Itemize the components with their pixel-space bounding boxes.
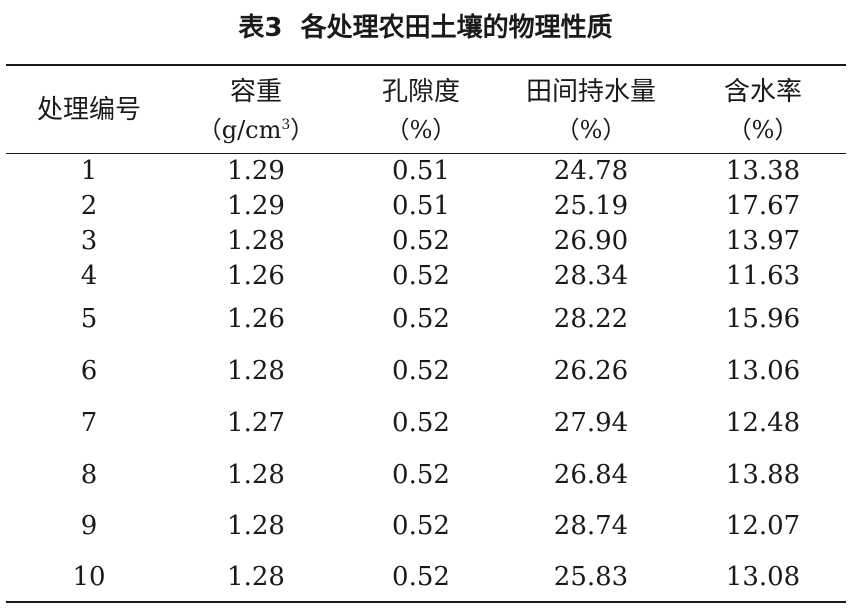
cell-water-content: 17.67 [725,190,801,221]
cell-treatment-id: 4 [80,260,98,291]
cell-bulk-density: 1.28 [227,562,285,592]
bulk-density-unit-base: （g/cm [197,116,282,144]
table-row: 9 1.28 0.52 28.74 12.07 [6,501,846,551]
cell-porosity: 0.52 [392,408,450,438]
cell-treatment-id: 10 [72,562,106,592]
cell-water-content: 13.88 [725,460,801,490]
header-water-content: 含水率 （%） [680,72,846,148]
header-bulk-density-unit: （g/cm3） [172,112,340,148]
table-caption: 表3 各处理农田土壤的物理性质 [238,13,613,43]
cell-bulk-density: 1.28 [227,511,285,541]
cell-porosity: 0.52 [392,260,450,291]
cell-water-content: 11.63 [725,260,801,291]
cell-porosity: 0.52 [392,460,450,490]
table-row: 8 1.28 0.52 26.84 13.88 [6,449,846,501]
top-rule [6,64,846,66]
cell-bulk-density: 1.26 [227,260,285,291]
bulk-density-unit-close: ） [290,116,315,144]
cell-water-content: 15.96 [725,304,801,334]
cell-water-content: 12.48 [725,408,801,438]
cell-bulk-density: 1.28 [227,356,285,386]
header-porosity-label: 孔隙度 [381,77,460,107]
table-row: 1 1.29 0.51 24.78 13.38 [6,154,846,188]
header-porosity: 孔隙度 （%） [340,72,502,148]
bottom-rule [6,601,846,603]
table-row: 3 1.28 0.52 26.90 13.97 [6,223,846,258]
cell-porosity: 0.51 [392,190,450,221]
cell-porosity: 0.52 [392,225,450,256]
cell-treatment-id: 9 [80,511,98,541]
cell-bulk-density: 1.28 [227,460,285,490]
cell-bulk-density: 1.27 [227,408,285,438]
header-water-content-unit: （%） [727,116,799,144]
header-treatment-id: 处理编号 [6,72,172,148]
cell-treatment-id: 6 [80,356,98,386]
cell-bulk-density: 1.29 [227,156,285,186]
cell-bulk-density: 1.26 [227,304,285,334]
header-porosity-unit: （%） [385,116,457,144]
table-row: 4 1.26 0.52 28.34 11.63 [6,258,846,293]
cell-porosity: 0.52 [392,562,450,592]
cell-water-content: 13.06 [725,356,801,386]
cell-porosity: 0.52 [392,356,450,386]
header-water-content-label: 含水率 [723,77,802,107]
table-row: 7 1.27 0.52 27.94 12.48 [6,397,846,449]
table-row: 6 1.28 0.52 26.26 13.06 [6,345,846,397]
cell-porosity: 0.51 [392,156,450,186]
cell-treatment-id: 7 [80,408,98,438]
cell-field-capacity: 25.19 [553,190,629,221]
cell-field-capacity: 28.34 [553,260,629,291]
cell-field-capacity: 25.83 [553,562,629,592]
cell-field-capacity: 26.26 [553,356,629,386]
cell-treatment-id: 8 [80,460,98,490]
header-field-capacity-unit: （%） [555,116,627,144]
header-bulk-density-label: 容重 [229,77,282,107]
header-treatment-id-label: 处理编号 [36,95,141,125]
cell-field-capacity: 26.84 [553,460,629,490]
cell-bulk-density: 1.28 [227,225,285,256]
cell-water-content: 13.97 [725,225,801,256]
table-row: 10 1.28 0.52 25.83 13.08 [6,551,846,603]
bulk-density-unit-exponent: 3 [281,117,291,133]
cell-field-capacity: 24.78 [553,156,629,186]
cell-treatment-id: 1 [80,156,98,186]
header-field-capacity-label: 田间持水量 [525,77,656,107]
header-field-capacity: 田间持水量 （%） [502,72,680,148]
header-bulk-density: 容重 （g/cm3） [172,72,340,148]
cell-field-capacity: 26.90 [553,225,629,256]
cell-porosity: 0.52 [392,511,450,541]
table-row: 2 1.29 0.51 25.19 17.67 [6,188,846,223]
cell-water-content: 12.07 [725,511,801,541]
cell-treatment-id: 5 [80,304,98,334]
cell-porosity: 0.52 [392,304,450,334]
cell-field-capacity: 27.94 [553,408,629,438]
cell-field-capacity: 28.22 [553,304,629,334]
cell-bulk-density: 1.29 [227,190,285,221]
cell-water-content: 13.08 [725,562,801,592]
cell-field-capacity: 28.74 [553,511,629,541]
cell-treatment-id: 3 [80,225,98,256]
header-rule [6,153,846,154]
cell-treatment-id: 2 [80,190,98,221]
table-row: 5 1.26 0.52 28.22 15.96 [6,293,846,345]
cell-water-content: 13.38 [725,156,801,186]
